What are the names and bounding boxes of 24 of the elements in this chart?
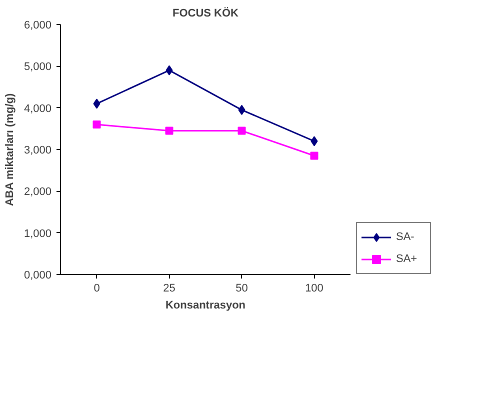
point (166, 65, 173, 76)
point (310, 152, 318, 160)
point (165, 126, 174, 135)
y-tick-label: 4,000 (24, 102, 52, 115)
x-tick-label: 25 (163, 282, 176, 294)
legend-label: SA- (396, 231, 416, 243)
x-tick-label: 100 (305, 282, 324, 294)
point (238, 126, 246, 135)
x-tick-label: 0 (94, 282, 100, 294)
point (92, 120, 101, 128)
x-tick-label: 50 (236, 282, 248, 294)
y-tick-label: 5,000 (24, 61, 52, 74)
point (238, 104, 246, 115)
point (93, 98, 100, 109)
y-tick-label: 2,000 (24, 186, 52, 198)
y-tick-label: 3,000 (24, 144, 52, 156)
y-tick-label: 6,000 (24, 20, 52, 32)
y-tick-label: 0,000 (24, 270, 52, 282)
legend-label: SA+ (396, 253, 418, 265)
x-axis-title: Konsantrasyon (165, 300, 246, 312)
chart-title: FOCUS KÖK (172, 6, 239, 20)
y-axis-title: ABA miktarları (mg/g) (4, 93, 16, 206)
y-tick-label: 1,000 (24, 228, 52, 240)
point (310, 136, 318, 146)
